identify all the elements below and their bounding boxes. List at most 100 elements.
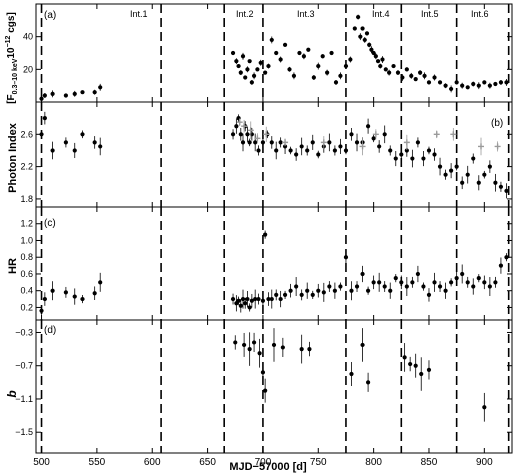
panel-d-point (307, 346, 312, 352)
panel-c-point (310, 292, 315, 297)
ylabel-a-main: F (6, 94, 17, 100)
panel-b-point (426, 148, 432, 153)
panel-a-point (243, 75, 248, 80)
panel-a-point (387, 70, 392, 75)
ylabel-a-sub: 0.3–10 keV (12, 58, 19, 94)
panel-b-point (338, 144, 343, 149)
panel-b-point (260, 140, 266, 145)
panel-b-point (443, 172, 448, 177)
panel-b-point (92, 140, 97, 145)
panel-c-point (50, 288, 55, 293)
panel-b-point (371, 136, 376, 141)
panel-c-point (249, 298, 254, 303)
panel-b-point (388, 148, 393, 153)
panel-a-point (329, 50, 334, 56)
panel-a-point (236, 63, 241, 69)
panel-c-point (332, 288, 337, 293)
panel-c-point (460, 271, 465, 277)
panel-c-point (63, 290, 68, 295)
panel-b-point (476, 180, 481, 185)
panel-a-point (498, 80, 504, 85)
panel-c-point (426, 292, 432, 297)
panel-c-ytick-label: 0.2 (20, 302, 33, 312)
panel-b-point (493, 180, 498, 185)
xtick-label: 850 (421, 457, 438, 468)
panel-b-point (487, 164, 492, 169)
panel-b-point (256, 148, 261, 153)
panel-b-point-grey (372, 131, 379, 138)
panel-b-point (365, 124, 371, 129)
panel-c-ytick-label: 0.6 (20, 269, 33, 279)
panel-a-point (375, 59, 381, 64)
panel-c-point (432, 280, 437, 285)
panel-a-point (316, 63, 321, 69)
panel-a-point (471, 81, 476, 87)
panel-b-point (39, 132, 44, 137)
panel-b-point (245, 132, 250, 137)
panel-a-point (432, 75, 437, 80)
panel-c-point (482, 280, 487, 285)
panel-b-point (310, 140, 315, 145)
panel-a-point (371, 50, 376, 56)
panel-c-point (256, 296, 261, 302)
panel-b-ytick-label: 1.8 (20, 194, 33, 204)
panel-a-point (460, 83, 465, 88)
panel-b-label: (b) (491, 118, 503, 129)
panel-b-point (63, 140, 68, 145)
panel-a-point (255, 67, 260, 72)
panel-c-point (92, 291, 97, 296)
panel-a-point (306, 47, 311, 52)
panel-d-point (365, 380, 371, 385)
panel-a-point (80, 90, 85, 95)
panel-b-point (332, 148, 337, 153)
panel-c-point (278, 296, 283, 302)
panel-a-point (50, 91, 55, 96)
panel-b-point-grey (403, 139, 410, 146)
panel-a-point (98, 85, 103, 90)
panel-c-point (243, 301, 248, 306)
panel-c-point (98, 280, 103, 285)
panel-a-point (251, 73, 257, 78)
panel-c-frame (35, 206, 513, 321)
panel-a-point (493, 81, 498, 87)
panel-b-point (288, 148, 293, 153)
panel-c-point (42, 296, 47, 302)
panel-c-point (266, 296, 271, 302)
panel-a-point (278, 57, 283, 62)
panel-d-ytick-label: −0.3 (15, 327, 33, 337)
panel-c-point (382, 284, 387, 289)
panel-a-point (311, 75, 316, 80)
panel-c-point (493, 280, 498, 285)
panel-d-point (260, 370, 266, 375)
panel-a-point (287, 67, 292, 72)
panel-c-point (247, 305, 252, 310)
panel-a-point (249, 80, 254, 85)
panel-c-point (399, 280, 404, 285)
panel-a-point (383, 67, 388, 72)
panel-b-point (80, 132, 85, 137)
panel-b-point (253, 140, 258, 145)
panel-b-point-grey (478, 143, 485, 150)
xtick-label: 550 (89, 457, 106, 468)
panel-d-point (413, 363, 418, 368)
panel-b-point (471, 156, 476, 161)
panel-a-point (333, 80, 339, 85)
panel-b-point (399, 152, 404, 157)
panel-c-point (465, 280, 470, 285)
panel-c-point (263, 232, 268, 237)
panel-a-point (380, 57, 385, 62)
panel-c-point (39, 308, 44, 313)
panel-a-point (378, 63, 383, 69)
panel-a-point (422, 73, 427, 78)
panel-c-point (354, 284, 360, 289)
panel-b-point (247, 140, 252, 145)
panel-a-point (258, 60, 263, 65)
panel-a-point (245, 67, 250, 72)
panel-b-point (465, 172, 470, 177)
panel-c-point (476, 276, 481, 281)
xtick-label: 500 (33, 457, 50, 468)
panel-d-point (408, 361, 413, 367)
panel-a-label: (a) (44, 10, 56, 21)
panel-a-point (400, 75, 405, 80)
panel-b-point (299, 144, 304, 149)
